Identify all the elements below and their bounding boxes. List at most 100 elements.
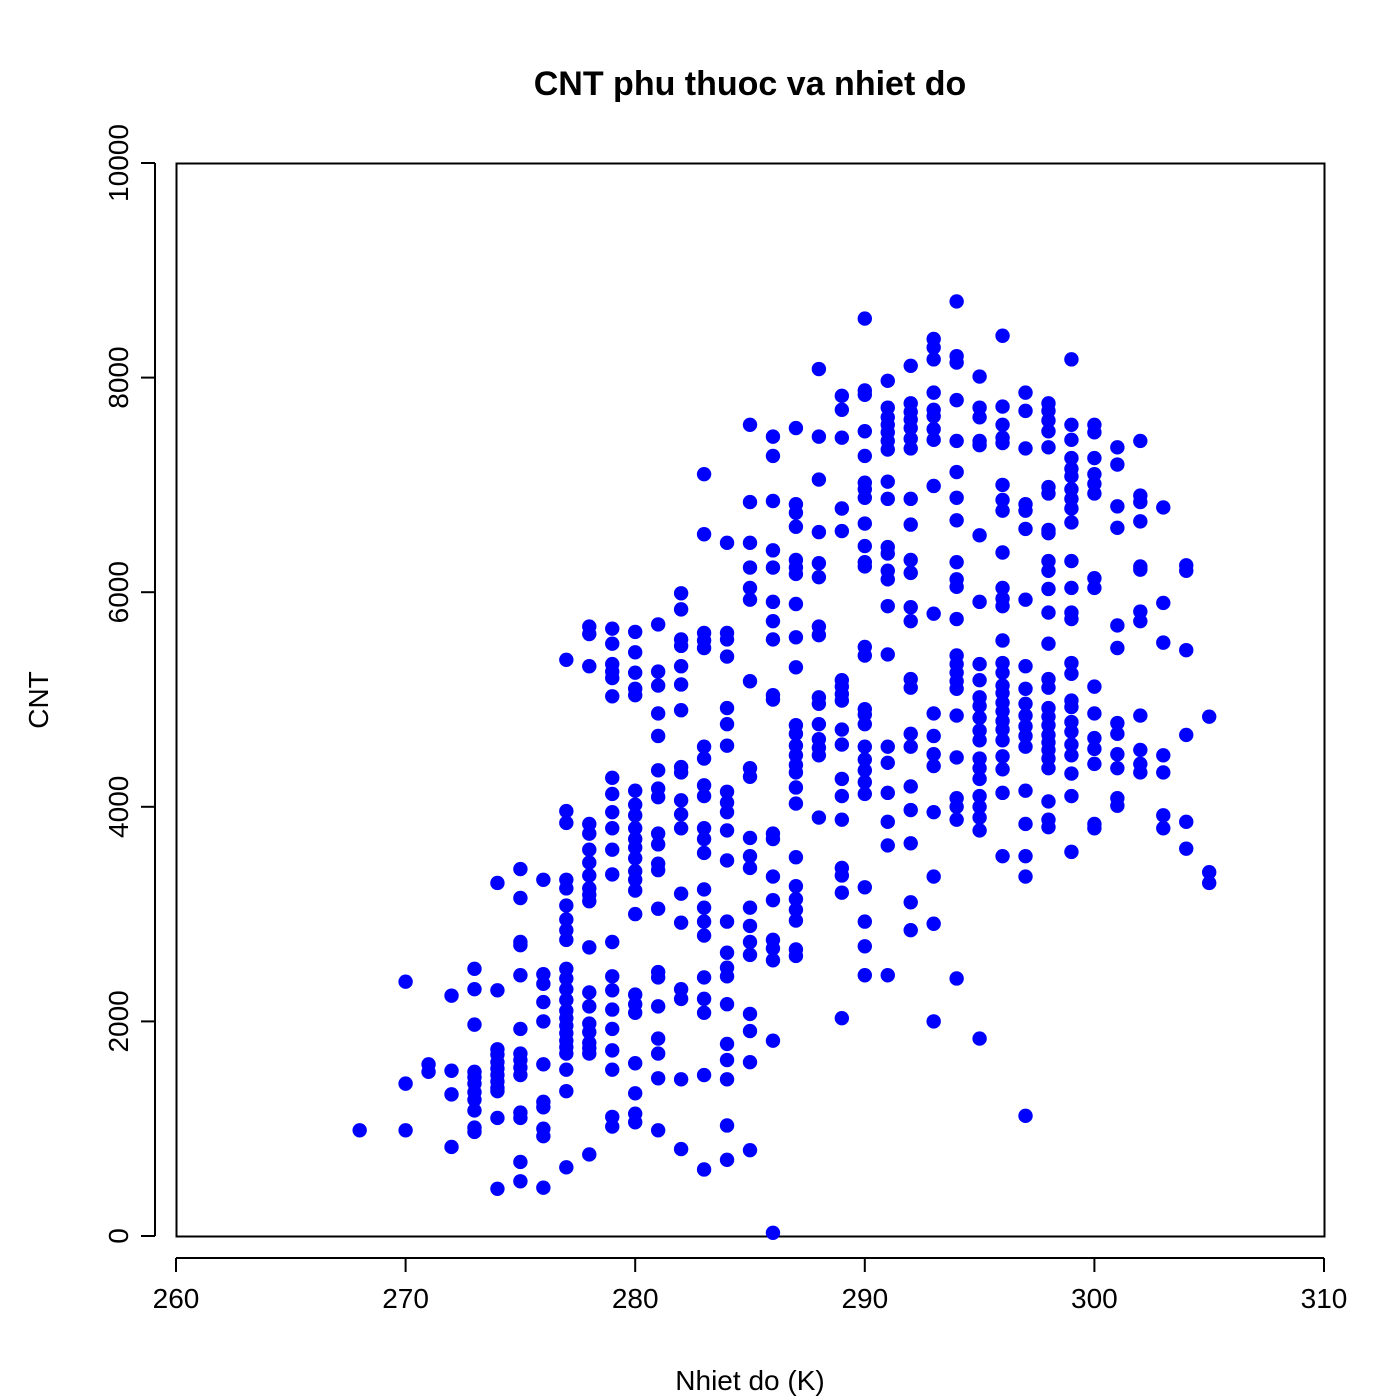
data-point bbox=[536, 1100, 551, 1115]
data-point bbox=[559, 1083, 574, 1099]
data-point bbox=[696, 751, 712, 766]
data-point bbox=[903, 552, 918, 568]
data-point bbox=[719, 945, 735, 960]
data-point bbox=[1041, 794, 1056, 809]
data-point bbox=[742, 934, 758, 950]
data-point bbox=[834, 523, 850, 539]
data-point bbox=[972, 760, 987, 776]
data-point bbox=[1087, 450, 1102, 466]
data-point bbox=[765, 831, 781, 847]
data-point bbox=[673, 1141, 689, 1157]
data-point bbox=[972, 788, 987, 804]
data-point bbox=[719, 1036, 735, 1052]
data-point bbox=[628, 1056, 643, 1071]
data-point bbox=[559, 652, 574, 667]
data-point bbox=[673, 703, 689, 718]
data-point bbox=[605, 1043, 620, 1058]
data-point bbox=[1156, 765, 1171, 780]
data-point bbox=[650, 728, 666, 744]
data-point bbox=[857, 939, 872, 954]
data-point bbox=[719, 1052, 735, 1068]
data-point bbox=[605, 689, 620, 704]
data-point bbox=[926, 758, 941, 774]
data-point bbox=[857, 490, 872, 505]
data-point bbox=[1110, 726, 1125, 742]
data-point bbox=[513, 1174, 528, 1189]
data-point bbox=[903, 600, 918, 615]
data-point bbox=[1064, 748, 1079, 763]
data-point bbox=[1156, 595, 1171, 611]
data-point bbox=[834, 737, 850, 752]
data-point bbox=[995, 785, 1010, 801]
data-point bbox=[857, 387, 872, 402]
data-point bbox=[788, 420, 804, 436]
data-point bbox=[719, 632, 735, 647]
data-point bbox=[650, 706, 666, 721]
data-point bbox=[582, 1024, 597, 1040]
data-point bbox=[742, 1054, 758, 1070]
data-point bbox=[926, 706, 941, 721]
data-point bbox=[650, 1123, 666, 1138]
data-point bbox=[972, 369, 987, 384]
data-point bbox=[788, 879, 804, 894]
data-point bbox=[398, 1123, 413, 1138]
data-point bbox=[1064, 766, 1079, 781]
x-tick-label: 280 bbox=[612, 1283, 659, 1314]
data-point bbox=[1156, 748, 1171, 763]
data-point bbox=[398, 1076, 413, 1091]
data-point bbox=[1041, 486, 1056, 501]
data-point bbox=[834, 868, 850, 883]
x-tick-label: 270 bbox=[382, 1283, 429, 1314]
data-point bbox=[605, 969, 620, 984]
data-point bbox=[880, 598, 895, 614]
x-axis-label: Nhiet do (K) bbox=[675, 1365, 824, 1396]
data-point bbox=[811, 569, 827, 585]
data-point bbox=[1064, 611, 1079, 627]
data-point bbox=[949, 681, 964, 696]
data-point bbox=[1064, 469, 1079, 484]
data-point bbox=[857, 648, 872, 663]
data-point bbox=[1110, 640, 1125, 656]
data-point bbox=[1064, 666, 1079, 681]
data-point bbox=[650, 999, 666, 1014]
data-point bbox=[719, 784, 735, 799]
data-point bbox=[650, 1071, 666, 1086]
data-point bbox=[650, 837, 666, 852]
data-point bbox=[605, 670, 620, 686]
data-point bbox=[926, 869, 941, 884]
data-point bbox=[673, 886, 689, 901]
data-point bbox=[696, 466, 712, 482]
data-point bbox=[1018, 659, 1033, 674]
data-point bbox=[995, 762, 1010, 777]
data-point bbox=[490, 1110, 505, 1126]
data-point bbox=[582, 842, 597, 857]
y-tick-label: 0 bbox=[103, 1228, 134, 1244]
data-point bbox=[696, 970, 712, 985]
data-point bbox=[650, 970, 666, 985]
data-point bbox=[536, 976, 551, 992]
data-point bbox=[972, 656, 987, 672]
data-point bbox=[1064, 580, 1079, 596]
data-point bbox=[880, 373, 895, 389]
data-point bbox=[995, 633, 1010, 648]
data-point bbox=[650, 826, 666, 841]
data-point bbox=[719, 535, 735, 551]
data-point bbox=[559, 803, 574, 819]
data-point bbox=[1156, 500, 1171, 515]
data-point bbox=[1064, 352, 1079, 367]
data-point bbox=[605, 1062, 620, 1077]
data-point bbox=[742, 580, 758, 596]
data-point bbox=[582, 894, 597, 909]
data-point bbox=[1064, 553, 1079, 569]
data-point bbox=[696, 914, 712, 929]
data-point bbox=[765, 448, 781, 464]
data-point bbox=[1064, 515, 1079, 530]
data-point bbox=[696, 831, 712, 847]
data-point bbox=[421, 1064, 436, 1080]
data-point bbox=[765, 692, 781, 707]
data-point bbox=[949, 392, 964, 408]
data-point bbox=[880, 442, 895, 457]
data-point bbox=[605, 1002, 620, 1017]
data-point bbox=[605, 821, 620, 836]
